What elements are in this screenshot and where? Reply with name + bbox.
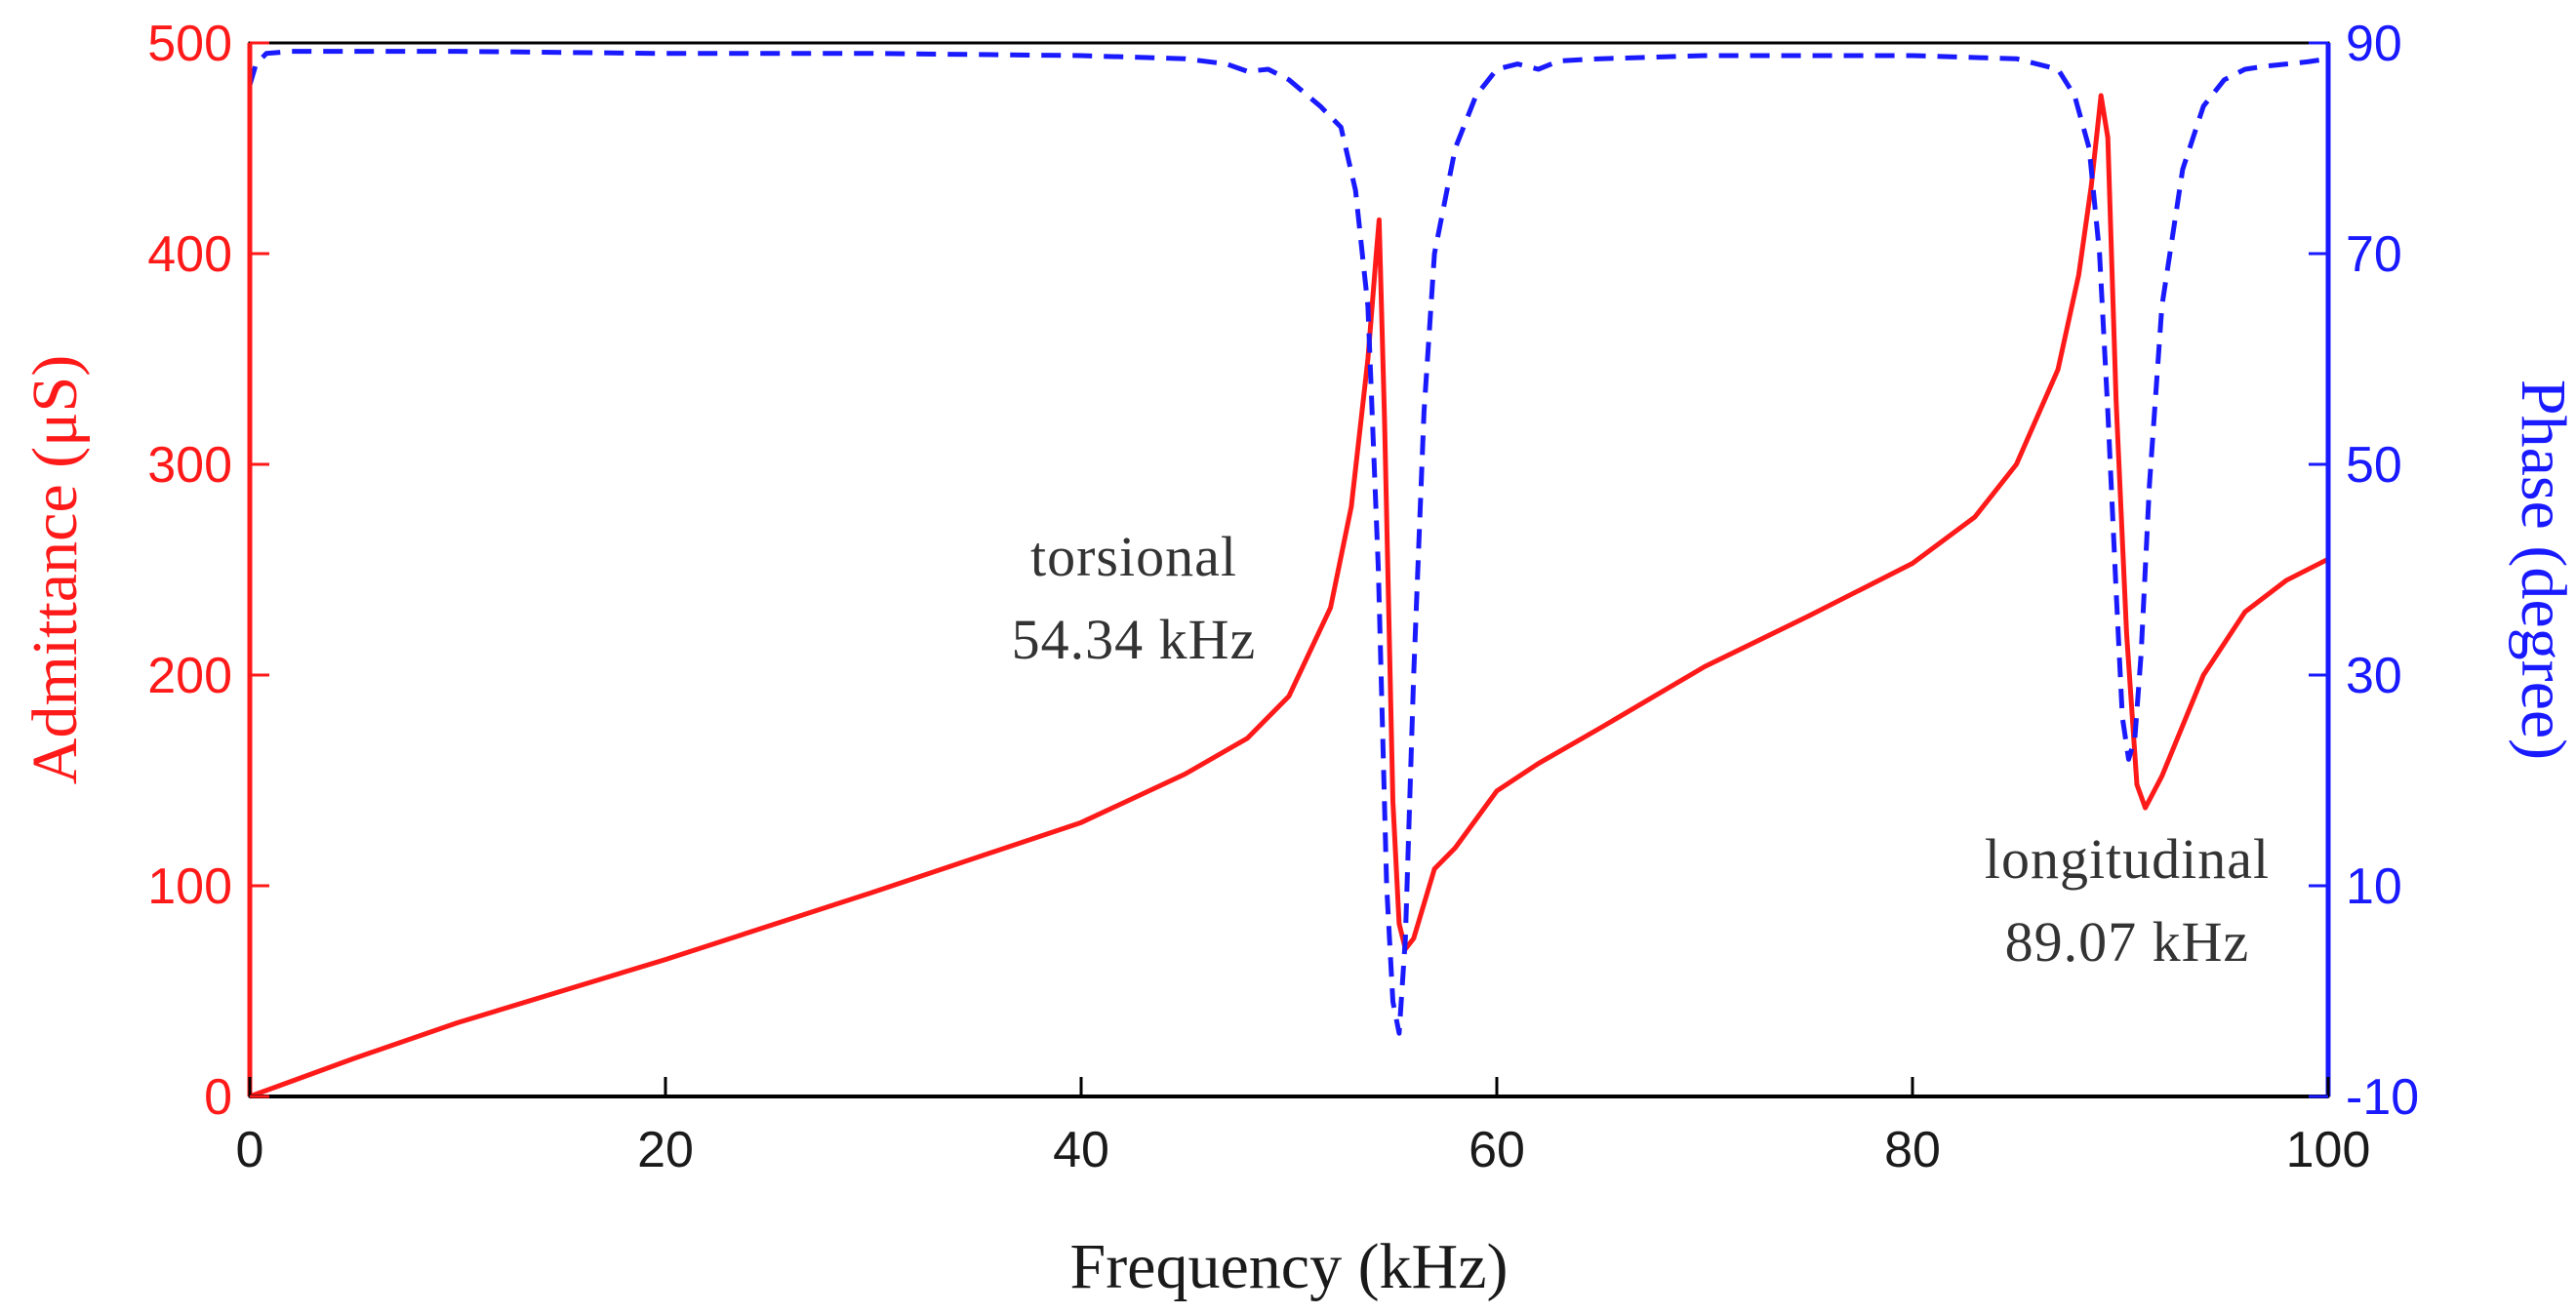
series-layer — [247, 49, 2330, 1099]
right-y-tick-label: 90 — [2346, 16, 2402, 72]
torsional-annotation-label: torsional — [1030, 525, 1237, 588]
left-y-tick-label: 400 — [147, 226, 232, 283]
right-y-tick-label: 10 — [2346, 858, 2402, 915]
left-y-tick-label: 300 — [147, 437, 232, 494]
torsional-annotation-frequency: 54.34 kHz — [1012, 608, 1257, 671]
x-axis-label: Frequency (kHz) — [1070, 1231, 1509, 1302]
admittance-series-line — [249, 93, 2330, 1099]
left-y-tick-label: 100 — [147, 858, 232, 915]
right-y-tick-label: -10 — [2346, 1069, 2419, 1126]
right-y-tick-label: 30 — [2346, 648, 2402, 704]
left-y-tick-label: 500 — [147, 16, 232, 72]
longitudinal-annotation-label: longitudinal — [1985, 827, 2270, 891]
x-tick-label: 60 — [1469, 1122, 1525, 1178]
x-tick-label: 100 — [2286, 1122, 2371, 1178]
left-y-axis-label: Admittance (μS) — [20, 355, 91, 784]
right-y-tick-label: 50 — [2346, 437, 2402, 494]
x-tick-label: 80 — [1884, 1122, 1941, 1178]
x-tick-label: 0 — [236, 1122, 264, 1178]
tick-layer: 0 20 40 60 80 100 0 100 200 300 400 500 -10 10 30 50 70 9… — [147, 16, 2419, 1178]
right-y-tick-label: 70 — [2346, 226, 2402, 283]
left-y-tick-label: 0 — [204, 1069, 232, 1126]
right-y-axis-label: Phase (degree) — [2508, 379, 2576, 760]
phase-series-line — [247, 49, 2329, 1036]
x-tick-label: 20 — [637, 1122, 694, 1178]
x-tick-label: 40 — [1053, 1122, 1109, 1178]
longitudinal-annotation-frequency: 89.07 kHz — [2005, 910, 2250, 974]
left-y-tick-label: 200 — [147, 648, 232, 704]
